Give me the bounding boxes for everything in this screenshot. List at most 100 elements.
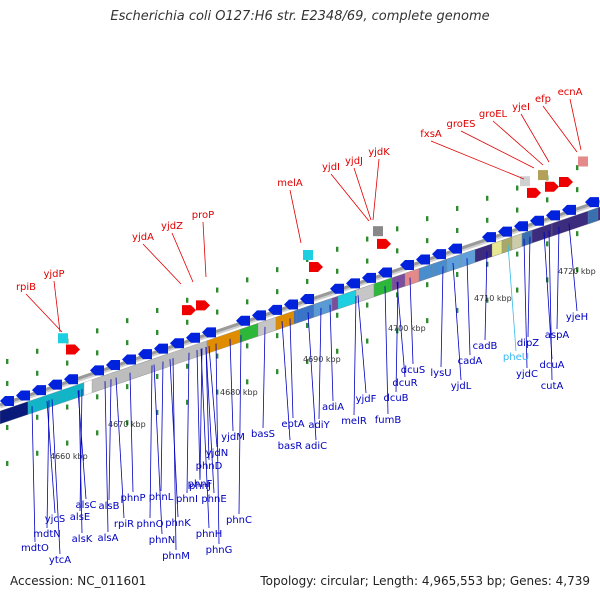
guide-dot bbox=[486, 297, 489, 303]
guide-dot bbox=[156, 329, 159, 335]
guide-dot bbox=[516, 251, 519, 257]
reverse-leader-line bbox=[556, 226, 560, 330]
forward-gene-arrow bbox=[559, 176, 573, 187]
reverse-gene-label: ytcA bbox=[49, 555, 71, 566]
guide-dot bbox=[456, 205, 459, 211]
forward-gene-arrow bbox=[527, 187, 541, 198]
reverse-leader-line bbox=[208, 345, 218, 448]
reverse-gene-label: dcuS bbox=[401, 365, 426, 376]
reverse-gene-label: mdtO bbox=[21, 543, 49, 554]
guide-dot bbox=[276, 289, 279, 295]
reverse-gene-label: cadB bbox=[473, 341, 498, 352]
guide-dot bbox=[486, 195, 489, 201]
accession-label: Accession: NC_011601 bbox=[10, 574, 147, 588]
guide-dot bbox=[216, 353, 219, 359]
reverse-gene-label: cutA bbox=[541, 381, 564, 392]
guide-dot bbox=[516, 287, 519, 293]
reverse-gene-label: phnG bbox=[206, 545, 233, 556]
genome-summary: Topology: circular; Length: 4,965,553 bp… bbox=[260, 574, 590, 588]
feature-block bbox=[460, 249, 476, 268]
reverse-gene-arrow bbox=[236, 315, 250, 326]
forward-gene-label: melA bbox=[277, 178, 303, 189]
scale-tick-label: 4720 kbp bbox=[558, 267, 596, 276]
forward-gene-label: yjdA bbox=[132, 232, 154, 243]
feature-block bbox=[587, 207, 599, 225]
forward-leader-line bbox=[25, 293, 63, 333]
reverse-leader-line bbox=[200, 348, 210, 529]
forward-gene-label: yjdJ bbox=[345, 156, 363, 167]
guide-dot bbox=[576, 165, 579, 171]
guide-dot bbox=[366, 258, 369, 264]
guide-dot bbox=[186, 399, 189, 405]
forward-gene-label: yjdK bbox=[368, 147, 390, 158]
reverse-leader-line bbox=[523, 238, 528, 369]
reverse-leader-line bbox=[104, 381, 109, 533]
guide-dot bbox=[456, 271, 459, 277]
reverse-gene-label: yjdC bbox=[516, 369, 538, 380]
reverse-leader-line bbox=[543, 232, 553, 360]
reverse-leader-line bbox=[115, 377, 125, 519]
forward-gene-arrow bbox=[545, 181, 559, 192]
label-leader-lines bbox=[25, 98, 582, 555]
guide-dot bbox=[216, 309, 219, 315]
guide-dot bbox=[576, 187, 579, 193]
guide-dot bbox=[426, 282, 429, 288]
feature-block bbox=[521, 229, 533, 247]
forward-gene-label: yjdP bbox=[43, 269, 64, 280]
gene-labels: rpiB yjdP yjdA yjdZ proP melA yjdI yjdJ yjdK fxsA… bbox=[16, 87, 588, 566]
guide-dot bbox=[96, 394, 99, 400]
guide-dot bbox=[246, 379, 249, 385]
reverse-leader-line bbox=[440, 266, 444, 368]
reverse-gene-label: yjdM bbox=[221, 432, 245, 443]
forward-leader-line bbox=[542, 105, 578, 153]
guide-dot bbox=[36, 348, 39, 354]
reverse-gene-label: alsA bbox=[98, 533, 119, 544]
guide-dot bbox=[156, 373, 159, 379]
reverse-gene-arrow bbox=[138, 349, 152, 360]
reverse-gene-arrow bbox=[514, 221, 528, 232]
guide-dot bbox=[396, 226, 399, 232]
guide-dot bbox=[126, 384, 129, 390]
forward-gene-label: yjeI bbox=[512, 102, 530, 113]
feature-block bbox=[58, 333, 68, 344]
reverse-gene-arrow bbox=[300, 294, 314, 304]
reverse-leader-line bbox=[307, 312, 317, 441]
feature-block bbox=[313, 297, 333, 318]
reverse-gene-label: dcuR bbox=[392, 378, 417, 389]
guide-dot bbox=[216, 287, 219, 293]
feature-block bbox=[239, 323, 259, 343]
gene-arrows bbox=[0, 176, 599, 406]
forward-leader-line bbox=[202, 221, 207, 278]
reverse-gene-label: yjcS bbox=[45, 514, 66, 525]
reverse-gene-label: yjdN bbox=[206, 448, 229, 459]
reverse-leader-line bbox=[149, 365, 153, 519]
reverse-gene-label: adiY bbox=[308, 420, 330, 431]
guide-dot bbox=[36, 370, 39, 376]
reverse-gene-label: cadA bbox=[458, 356, 483, 367]
guide-dot bbox=[366, 338, 369, 344]
reverse-leader-line bbox=[153, 364, 163, 535]
guide-dot bbox=[336, 246, 339, 252]
reverse-leader-line bbox=[31, 406, 36, 543]
guide-dot bbox=[36, 450, 39, 456]
reverse-gene-label: phnE bbox=[201, 494, 226, 505]
guide-dot bbox=[486, 217, 489, 223]
reverse-leader-line bbox=[205, 346, 215, 494]
feature-block bbox=[295, 304, 315, 324]
reverse-gene-label: alsC bbox=[75, 500, 96, 511]
reverse-leader-line bbox=[527, 236, 531, 338]
guide-dot bbox=[426, 216, 429, 222]
reverse-gene-label: alsK bbox=[72, 534, 93, 545]
guide-dot bbox=[306, 278, 309, 284]
reverse-gene-arrow bbox=[252, 310, 266, 321]
guide-dot bbox=[66, 360, 69, 366]
feature-block bbox=[511, 233, 523, 251]
reverse-gene-label: phnN bbox=[149, 535, 176, 546]
reverse-leader-line bbox=[466, 258, 471, 356]
reverse-gene-arrow bbox=[0, 396, 14, 406]
reverse-gene-label: pheU bbox=[503, 352, 529, 363]
feature-block bbox=[373, 277, 393, 298]
guide-dot bbox=[306, 322, 309, 328]
reverse-leader-line bbox=[329, 304, 334, 402]
reverse-leader-line bbox=[384, 286, 389, 415]
